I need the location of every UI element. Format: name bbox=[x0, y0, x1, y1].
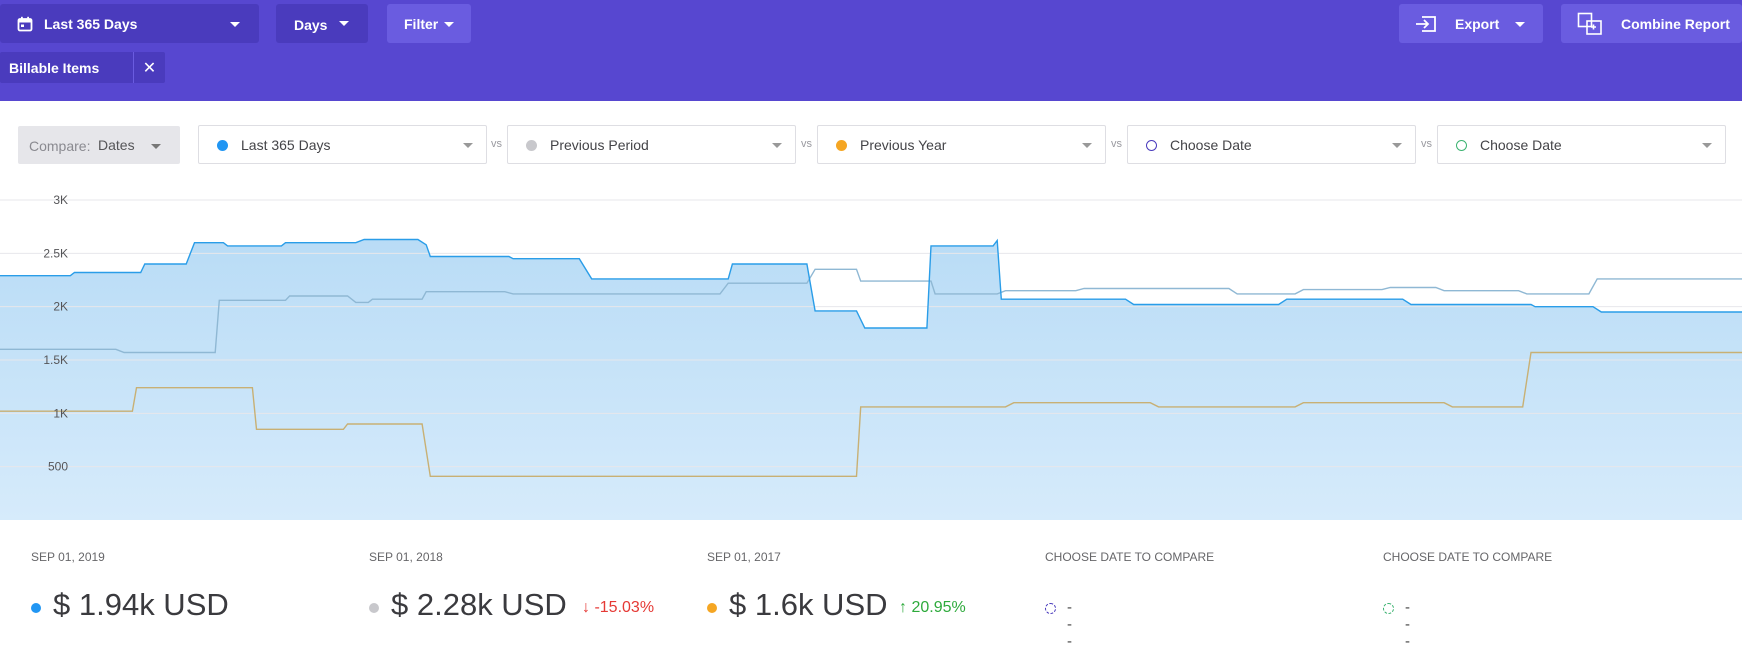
compare-date-label: Last 365 Days bbox=[241, 137, 331, 153]
chevron-down-icon bbox=[1702, 143, 1712, 148]
summary-date: SEP 01, 2017 bbox=[707, 550, 781, 564]
series-color-dot bbox=[526, 140, 537, 151]
filter-label: Filter bbox=[404, 16, 439, 32]
close-icon[interactable]: ✕ bbox=[133, 52, 165, 83]
summary-date: SEP 01, 2019 bbox=[31, 550, 105, 564]
series-color-dot bbox=[1146, 140, 1157, 151]
active-filter-chip: Billable Items ✕ bbox=[0, 52, 165, 83]
arrow-down-icon: ↓ bbox=[582, 599, 595, 616]
compare-date-label: Choose Date bbox=[1480, 137, 1562, 153]
combine-icon bbox=[1577, 12, 1603, 39]
vs-separator: vs bbox=[1111, 138, 1122, 150]
chevron-down-icon bbox=[772, 143, 782, 148]
series-color-dot bbox=[1045, 603, 1056, 614]
summary-date: CHOOSE DATE TO COMPARE bbox=[1383, 550, 1553, 564]
summary-change: ↑ 20.95% bbox=[899, 599, 966, 617]
summary-date: SEP 01, 2018 bbox=[369, 550, 443, 564]
export-icon bbox=[1414, 14, 1438, 37]
y-tick-label: 2K bbox=[53, 300, 68, 314]
date-range-label: Last 365 Days bbox=[44, 16, 138, 32]
export-label: Export bbox=[1455, 16, 1500, 32]
compare-date-dropdown-3[interactable]: Previous Year bbox=[817, 125, 1106, 164]
series-color-dot bbox=[1383, 603, 1394, 614]
vs-separator: vs bbox=[491, 138, 502, 150]
summary-empty-value: --- bbox=[1405, 599, 1410, 650]
series-color-dot bbox=[707, 603, 717, 613]
arrow-up-icon: ↑ bbox=[899, 599, 912, 616]
compare-date-dropdown-4[interactable]: Choose Date bbox=[1127, 125, 1416, 164]
compare-date-dropdown-1[interactable]: Last 365 Days bbox=[198, 125, 487, 164]
chevron-down-icon bbox=[444, 22, 454, 27]
chevron-down-icon bbox=[151, 144, 161, 149]
series-line-2 bbox=[0, 351, 1742, 477]
series-color-dot bbox=[1456, 140, 1467, 151]
calendar-icon bbox=[17, 16, 33, 35]
vs-separator: vs bbox=[1421, 138, 1432, 150]
compare-date-dropdown-5[interactable]: Choose Date bbox=[1437, 125, 1726, 164]
filter-chip-label: Billable Items bbox=[9, 60, 100, 76]
chevron-down-icon bbox=[1082, 143, 1092, 148]
interval-dropdown[interactable]: Days bbox=[276, 4, 368, 43]
combine-report-label: Combine Report bbox=[1621, 16, 1730, 32]
filter-dropdown[interactable]: Filter bbox=[387, 4, 471, 43]
compare-value: Dates bbox=[98, 137, 135, 153]
compare-date-label: Previous Period bbox=[550, 137, 649, 153]
y-tick-label: 500 bbox=[48, 460, 68, 474]
chevron-down-icon bbox=[339, 21, 349, 26]
y-tick-label: 2.5K bbox=[43, 246, 68, 260]
interval-label: Days bbox=[294, 17, 328, 33]
compare-mode-dropdown[interactable]: Compare: Dates bbox=[18, 126, 180, 164]
vs-separator: vs bbox=[801, 138, 812, 150]
summary-empty-value: --- bbox=[1067, 599, 1072, 650]
chevron-down-icon bbox=[1515, 22, 1525, 27]
combine-report-button[interactable]: Combine Report bbox=[1561, 4, 1742, 43]
y-tick-label: 1.5K bbox=[43, 353, 68, 367]
series-color-dot bbox=[369, 603, 379, 613]
top-toolbar: Last 365 Days Days Filter Export Combine… bbox=[0, 0, 1742, 101]
series-area-0 bbox=[0, 239, 1742, 520]
series-color-dot bbox=[836, 140, 847, 151]
export-button[interactable]: Export bbox=[1399, 4, 1543, 43]
summary-change-percent: -15.03% bbox=[594, 599, 655, 616]
summary-total: $ 2.28k USD bbox=[391, 587, 567, 622]
series-line-1 bbox=[0, 268, 1742, 354]
summary-change: ↓ -15.03% bbox=[582, 599, 654, 617]
compare-label: Compare: bbox=[29, 138, 91, 154]
series-color-dot bbox=[31, 603, 41, 613]
compare-date-label: Choose Date bbox=[1170, 137, 1252, 153]
chevron-down-icon bbox=[463, 143, 473, 148]
summary-date: CHOOSE DATE TO COMPARE bbox=[1045, 550, 1215, 564]
revenue-chart: 500 1K 1.5K 2K 2.5K 3K bbox=[0, 193, 1742, 520]
date-range-dropdown[interactable]: Last 365 Days bbox=[0, 4, 259, 43]
summary-total: $ 1.6k USD bbox=[729, 587, 888, 622]
series-color-dot bbox=[217, 140, 228, 151]
compare-date-dropdown-2[interactable]: Previous Period bbox=[507, 125, 796, 164]
chevron-down-icon bbox=[230, 22, 240, 27]
summary-change-percent: 20.95% bbox=[911, 599, 966, 616]
compare-date-label: Previous Year bbox=[860, 137, 947, 153]
summary-total: $ 1.94k USD bbox=[53, 587, 229, 622]
series-line-0 bbox=[0, 238, 1742, 329]
chevron-down-icon bbox=[1392, 143, 1402, 148]
y-tick-label: 1K bbox=[53, 406, 68, 420]
y-tick-label: 3K bbox=[53, 193, 68, 207]
